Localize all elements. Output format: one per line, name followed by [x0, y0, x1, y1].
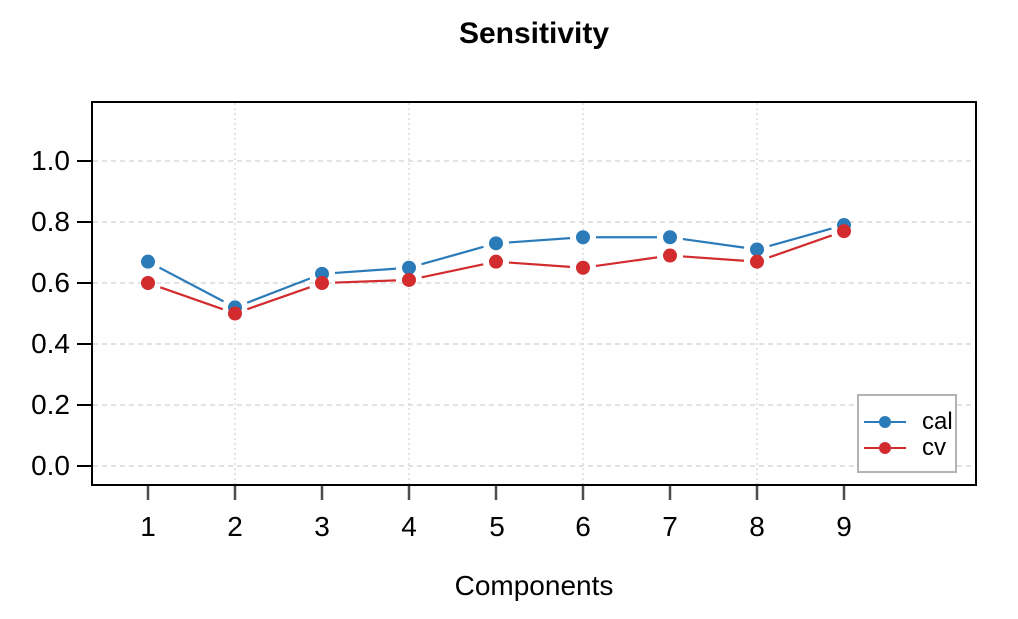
cv-swatch — [864, 441, 906, 455]
x-tick-label: 7 — [662, 511, 678, 542]
x-tick-label: 3 — [314, 511, 330, 542]
cal-swatch — [864, 415, 906, 429]
x-tick-label: 8 — [749, 511, 765, 542]
x-tick-label: 6 — [575, 511, 591, 542]
y-tick-label: 0.8 — [31, 206, 70, 237]
cal-marker-icon — [879, 416, 891, 428]
legend-label-cv: cv — [922, 434, 946, 461]
y-tick-label: 0.2 — [31, 389, 70, 420]
legend-item-cal: cal — [859, 409, 955, 435]
y-tick-label: 0.0 — [31, 450, 70, 481]
y-tick-label: 1.0 — [31, 145, 70, 176]
legend: cal cv — [857, 394, 957, 473]
chart-title: Sensitivity — [458, 17, 610, 50]
x-tick-label: 2 — [227, 511, 243, 542]
legend-item-cv: cv — [859, 435, 955, 461]
x-tick-label: 5 — [489, 511, 505, 542]
x-axis-title: Components — [454, 570, 614, 601]
x-tick-label: 4 — [401, 511, 417, 542]
cv-marker-icon — [879, 442, 891, 454]
x-tick-label: 1 — [140, 511, 156, 542]
y-tick-label: 0.6 — [31, 267, 70, 298]
y-tick-label: 0.4 — [31, 328, 70, 359]
x-tick-label: 9 — [836, 511, 852, 542]
legend-label-cal: cal — [922, 408, 953, 435]
